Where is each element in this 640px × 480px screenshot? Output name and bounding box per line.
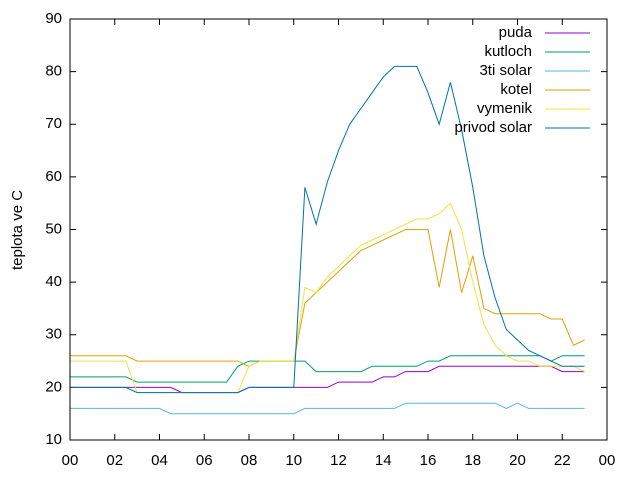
- y-tick-label: 60: [45, 168, 62, 185]
- x-tick-label: 10: [285, 452, 302, 469]
- series-line: [70, 365, 585, 394]
- series-line: [70, 402, 585, 415]
- series-line: [70, 355, 585, 383]
- series-line: [70, 202, 585, 394]
- x-tick-label: 22: [554, 452, 571, 469]
- series-line: [70, 65, 585, 394]
- y-tick-label: 30: [45, 326, 62, 343]
- x-tick-label: 20: [509, 452, 526, 469]
- x-tick-label: 00: [599, 452, 616, 469]
- plot-border: [69, 18, 608, 441]
- y-tick-label: 10: [45, 431, 62, 448]
- y-tick-label: 70: [45, 115, 62, 132]
- y-tick-label: 90: [45, 10, 62, 27]
- y-tick-label: 50: [45, 220, 62, 237]
- legend-label: kutloch: [484, 43, 532, 60]
- x-tick-label: 16: [420, 452, 437, 469]
- y-tick-label: 80: [45, 63, 62, 80]
- series-line: [70, 229, 585, 367]
- y-axis-label: teplota ve C: [9, 190, 26, 270]
- x-tick-label: 00: [62, 452, 79, 469]
- x-tick-label: 12: [330, 452, 347, 469]
- y-tick-label: 20: [45, 378, 62, 395]
- legend-label: puda: [499, 24, 533, 41]
- legend-label: kotel: [500, 81, 532, 98]
- x-tick-label: 02: [106, 452, 123, 469]
- x-tick-label: 18: [464, 452, 481, 469]
- legend-label: privod solar: [454, 119, 532, 136]
- y-tick-label: 40: [45, 273, 62, 290]
- x-tick-label: 06: [196, 452, 213, 469]
- x-tick-label: 04: [151, 452, 168, 469]
- legend-label: vymenik: [477, 100, 533, 117]
- x-tick-label: 08: [241, 452, 258, 469]
- x-tick-label: 14: [375, 452, 392, 469]
- legend-label: 3ti solar: [479, 62, 532, 79]
